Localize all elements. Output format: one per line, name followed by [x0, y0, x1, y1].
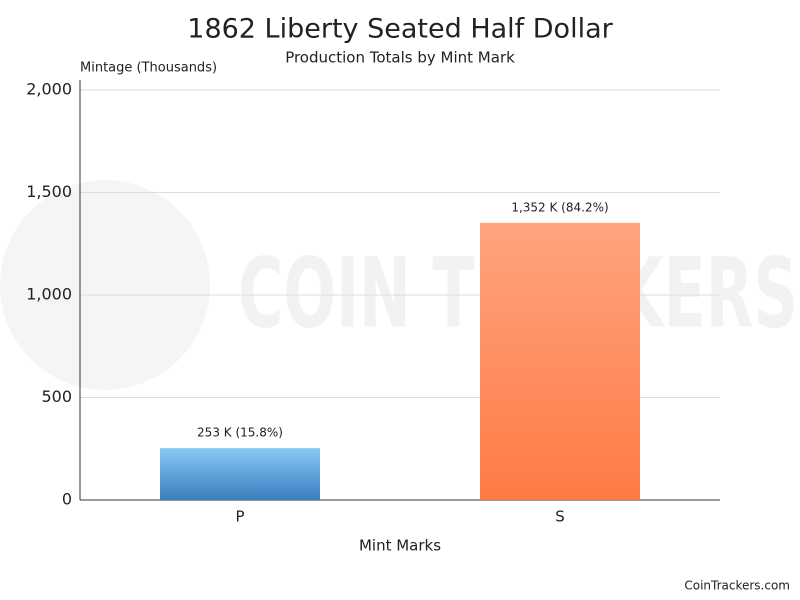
value-label: 1,352 K (84.2%): [511, 200, 608, 214]
y-tick-label: 1,000: [26, 285, 72, 304]
chart-title: 1862 Liberty Seated Half Dollar: [187, 14, 613, 45]
x-axis-label: Mint Marks: [359, 537, 441, 555]
y-tick-label: 2,000: [26, 80, 72, 99]
y-tick-label: 500: [41, 387, 72, 406]
x-tick-label: P: [235, 508, 244, 526]
y-tick-label: 0: [62, 490, 72, 509]
y-axis-label: Mintage (Thousands): [80, 61, 217, 76]
bar: [160, 448, 320, 500]
footer: CoinTrackers.com: [684, 579, 790, 593]
value-label: 253 K (15.8%): [197, 426, 283, 440]
y-tick-label: 1,500: [26, 182, 72, 201]
bar: [480, 223, 640, 500]
x-tick-label: S: [555, 508, 565, 526]
chart-subtitle: Production Totals by Mint Mark: [285, 49, 515, 67]
